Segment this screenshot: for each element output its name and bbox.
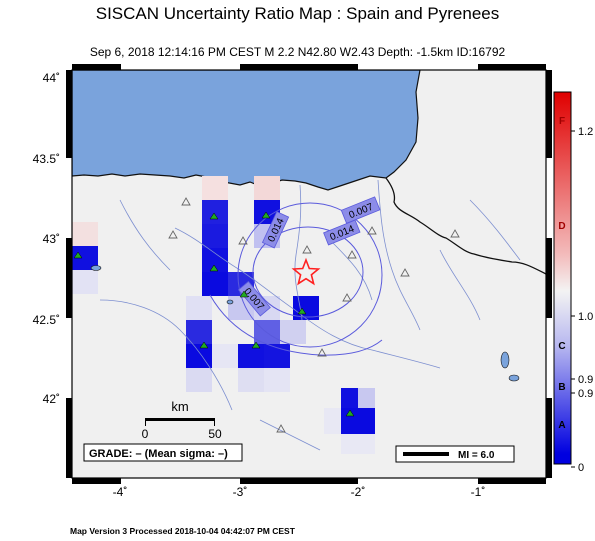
lon-label-minus2: -2˚ [351,485,366,499]
bay-of-biscay [72,70,421,191]
event-info: Sep 6, 2018 12:14:16 PM CEST M 2.2 N42.8… [89,45,506,59]
grade-F: F [559,116,565,127]
grade-D: D [558,221,565,232]
lat-label-44: 44˚ [43,71,60,85]
lake [226,299,234,305]
scale-bar: km 0 50 [142,399,222,441]
cb-value-0: 0 [578,462,584,474]
scale-unit: km [171,399,188,414]
stations-used [73,211,355,417]
stations-unused [168,197,460,433]
map-title: SISCAN Uncertainty Ratio Map : Spain and… [95,4,500,23]
cb-value-1.2: 1.2 [578,126,593,138]
border [385,177,546,275]
scale-min: 0 [142,427,149,441]
rivers [99,179,521,451]
lake [500,351,510,369]
grade-C: C [558,341,565,352]
colorbar: F D C B A 1.2 1.0 0.9 0.9 0 [553,91,593,474]
cb-value-1.0: 1.0 [578,311,593,323]
longitude-labels: -4˚ -3˚ -2˚ -1˚ [113,485,486,499]
uncertainty-grid [72,176,375,454]
lat-label-42: 42˚ [43,392,60,406]
grade-box: GRADE: – (Mean sigma: –) [83,443,243,462]
cb-value-0.9a: 0.9 [578,374,593,386]
lake [508,374,520,382]
grade-B: B [558,382,565,393]
scale-max: 50 [208,427,222,441]
mi-legend: MI = 6.0 [395,445,515,463]
lat-label-43.5: 43.5˚ [33,152,60,166]
lat-label-42.5: 42.5˚ [33,313,60,327]
mi-text: MI = 6.0 [458,450,495,461]
lon-label-minus1: -1˚ [471,485,486,499]
lat-label-43: 43˚ [43,232,60,246]
lon-label-minus3: -3˚ [233,485,248,499]
frame-ticks [66,64,552,484]
lake [90,265,102,271]
grade-A: A [558,420,565,431]
epicenter-star [291,257,321,286]
cb-value-0.9b: 0.9 [578,388,593,400]
contours [209,202,383,356]
grade-text: GRADE: – (Mean sigma: –) [89,448,228,460]
lon-label-minus4: -4˚ [113,485,128,499]
latitude-labels: 44˚ 43.5˚ 43˚ 42.5˚ 42˚ [33,71,60,406]
processing-footer: Map Version 3 Processed 2018-10-04 04:42… [70,526,295,536]
